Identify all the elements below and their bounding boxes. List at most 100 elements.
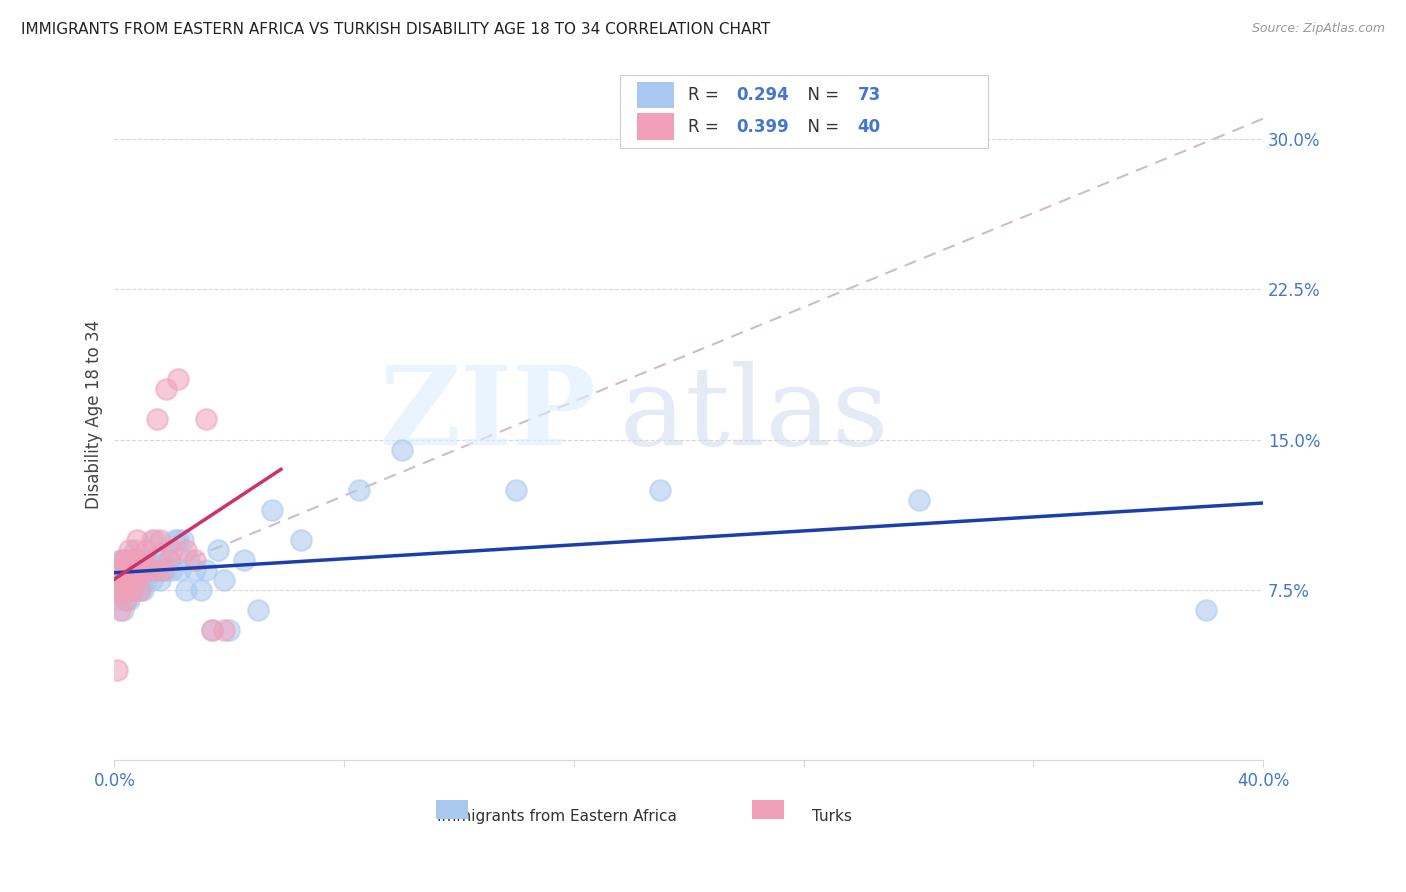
Point: [108, 573, 131, 587]
FancyBboxPatch shape: [637, 82, 673, 108]
Point: [129, 573, 152, 587]
Point: [115, 563, 138, 577]
Point: [138, 553, 160, 567]
Point: [146, 563, 169, 577]
Point: [132, 553, 155, 567]
Point: [391, 442, 413, 457]
Point: [121, 553, 143, 567]
Point: [108, 582, 131, 597]
Point: [232, 553, 254, 567]
Point: [152, 542, 174, 557]
Point: [163, 533, 186, 547]
Text: R =: R =: [688, 86, 724, 103]
Point: [124, 563, 146, 577]
Text: Turks: Turks: [813, 809, 852, 824]
Point: [207, 542, 229, 557]
Point: [166, 372, 188, 386]
Point: [115, 593, 138, 607]
Point: [105, 573, 128, 587]
Point: [129, 563, 152, 577]
Point: [141, 573, 163, 587]
Point: [1195, 603, 1218, 617]
Point: [129, 563, 152, 577]
Text: atlas: atlas: [620, 361, 890, 468]
Point: [115, 553, 138, 567]
Point: [212, 623, 235, 637]
Point: [174, 542, 197, 557]
Point: [160, 563, 183, 577]
Point: [124, 542, 146, 557]
FancyBboxPatch shape: [752, 800, 785, 819]
Point: [907, 492, 929, 507]
Point: [121, 582, 143, 597]
Point: [115, 573, 138, 587]
Text: R =: R =: [688, 118, 724, 136]
FancyBboxPatch shape: [637, 113, 673, 140]
Text: N =: N =: [797, 86, 844, 103]
Point: [160, 542, 183, 557]
Point: [149, 573, 172, 587]
Point: [290, 533, 312, 547]
Point: [129, 582, 152, 597]
Point: [177, 553, 200, 567]
Text: 73: 73: [858, 86, 882, 103]
Point: [149, 563, 172, 577]
Point: [212, 573, 235, 587]
Point: [127, 563, 149, 577]
Point: [118, 563, 141, 577]
Text: IMMIGRANTS FROM EASTERN AFRICA VS TURKISH DISABILITY AGE 18 TO 34 CORRELATION CH: IMMIGRANTS FROM EASTERN AFRICA VS TURKIS…: [21, 22, 770, 37]
Point: [135, 573, 157, 587]
Point: [108, 553, 131, 567]
Point: [112, 563, 135, 577]
Point: [135, 542, 157, 557]
Point: [115, 573, 138, 587]
Point: [127, 533, 149, 547]
Point: [118, 593, 141, 607]
Point: [157, 553, 180, 567]
Point: [218, 623, 240, 637]
Text: Source: ZipAtlas.com: Source: ZipAtlas.com: [1251, 22, 1385, 36]
Text: N =: N =: [797, 118, 844, 136]
Point: [505, 483, 527, 497]
Point: [118, 573, 141, 587]
Point: [155, 563, 177, 577]
Point: [118, 573, 141, 587]
Point: [166, 533, 188, 547]
Point: [112, 582, 135, 597]
Point: [108, 582, 131, 597]
Point: [112, 573, 135, 587]
Point: [141, 533, 163, 547]
Point: [115, 593, 138, 607]
Point: [132, 563, 155, 577]
Point: [127, 563, 149, 577]
FancyBboxPatch shape: [436, 800, 468, 819]
Point: [262, 502, 284, 516]
Point: [172, 533, 194, 547]
Point: [138, 563, 160, 577]
FancyBboxPatch shape: [620, 76, 987, 148]
Point: [141, 563, 163, 577]
Point: [174, 582, 197, 597]
Point: [247, 603, 270, 617]
Point: [124, 563, 146, 577]
Point: [108, 603, 131, 617]
Point: [105, 582, 128, 597]
Point: [108, 593, 131, 607]
Point: [152, 563, 174, 577]
Point: [146, 412, 169, 426]
Text: 40: 40: [858, 118, 880, 136]
Point: [201, 623, 224, 637]
Point: [118, 542, 141, 557]
Point: [105, 663, 128, 677]
Point: [347, 483, 370, 497]
Point: [118, 582, 141, 597]
Y-axis label: Disability Age 18 to 34: Disability Age 18 to 34: [86, 320, 103, 509]
Point: [138, 563, 160, 577]
Point: [132, 582, 155, 597]
Point: [118, 563, 141, 577]
Point: [127, 573, 149, 587]
Text: 0.294: 0.294: [735, 86, 789, 103]
Point: [121, 553, 143, 567]
Point: [155, 383, 177, 397]
Point: [129, 582, 152, 597]
